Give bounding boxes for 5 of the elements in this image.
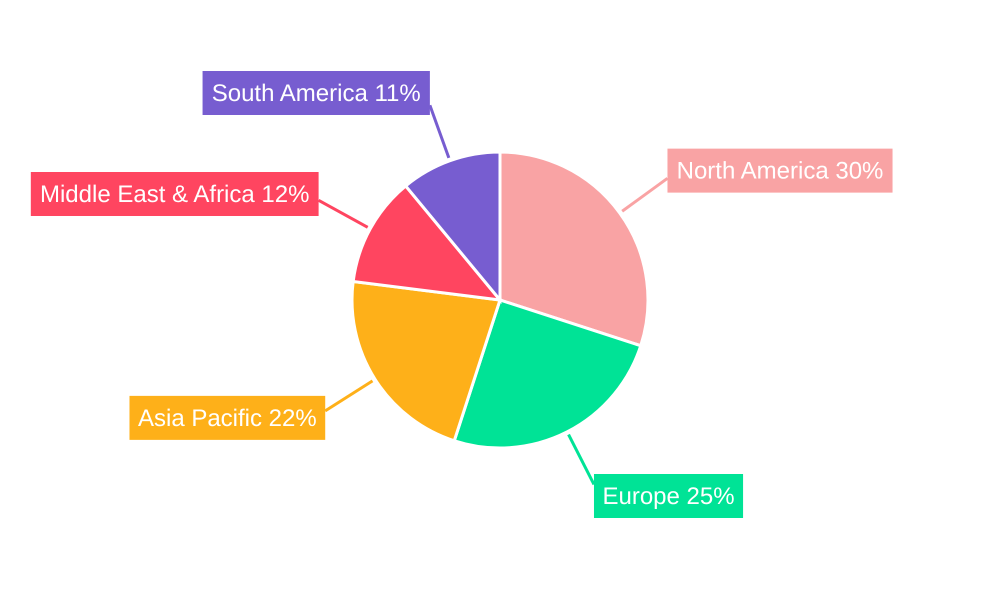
slice-label: South America 11% (212, 80, 421, 108)
slice-label: Middle East & Africa 12% (40, 181, 310, 208)
slice-label: North America 30% (676, 158, 884, 185)
slice-label: Asia Pacific 22% (138, 404, 317, 432)
slice-label: Europe 25% (602, 483, 735, 510)
